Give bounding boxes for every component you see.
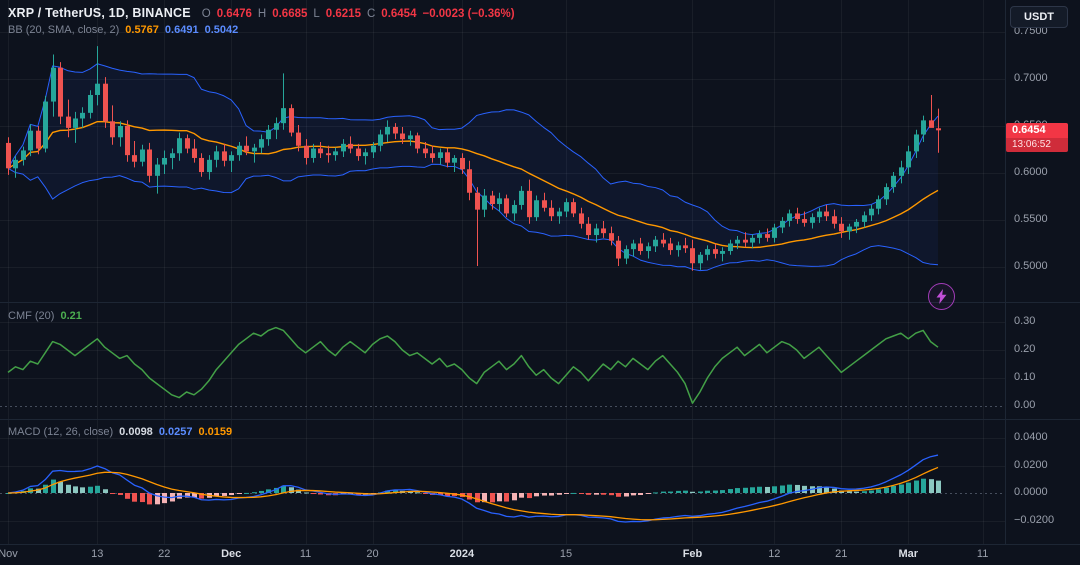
bb-legend: BB (20, SMA, close, 2) 0.5767 0.6491 0.5… xyxy=(8,24,238,36)
price-axis-label: 0.7500 xyxy=(1014,25,1048,37)
cmf-title[interactable]: CMF (20) xyxy=(8,310,55,322)
close-label: C xyxy=(366,8,376,20)
macd-signal-value: 0.0159 xyxy=(198,426,233,438)
cmf-legend: CMF (20) 0.21 xyxy=(8,310,82,322)
macd-hist-value: 0.0098 xyxy=(119,426,153,438)
high-label: H xyxy=(257,8,267,20)
cmf-axis-label: 0.30 xyxy=(1014,315,1036,327)
macd-axis-label: 0.0400 xyxy=(1014,431,1048,443)
time-axis-label: 22 xyxy=(158,548,171,560)
cmf-axis-label: 0.00 xyxy=(1014,399,1036,411)
change-value: −0.0023 (−0.36%) xyxy=(422,8,515,20)
macd-axis-label: 0.0200 xyxy=(1014,458,1048,471)
macd-axis-label: 0.0000 xyxy=(1014,486,1048,498)
last-price-badge: 0.6454 13:06:52 xyxy=(1006,123,1068,152)
time-axis-label: 20 xyxy=(366,548,379,560)
cmf-value: 0.21 xyxy=(60,310,82,322)
bb-lower-value: 0.5042 xyxy=(204,24,239,36)
time-axis-label: Nov xyxy=(0,548,18,560)
lightning-icon xyxy=(936,289,947,304)
open-value: 0.6476 xyxy=(216,8,252,20)
lightning-trade-button[interactable] xyxy=(928,283,955,310)
time-axis-label: Feb xyxy=(682,548,703,560)
close-value: 0.6454 xyxy=(381,8,417,20)
last-price-value: 0.6454 xyxy=(1006,123,1068,138)
time-axis-label: Dec xyxy=(221,548,242,560)
high-value: 0.6685 xyxy=(272,8,308,20)
currency-toggle-button[interactable]: USDT xyxy=(1010,6,1068,28)
time-axis[interactable]: Nov 13 22 Dec 11 20 2024 15 Feb 12 21 Mar 11 xyxy=(0,545,1080,565)
time-axis-label: 15 xyxy=(559,548,573,560)
cmf-axis-label: 0.20 xyxy=(1014,343,1036,355)
price-axis-label: 0.5000 xyxy=(1014,260,1048,272)
price-axis-label: 0.5500 xyxy=(1014,213,1048,225)
cmf-axis-label: 0.10 xyxy=(1014,371,1036,383)
bb-title[interactable]: BB (20, SMA, close, 2) xyxy=(8,24,120,36)
time-axis-label: 12 xyxy=(768,548,781,560)
time-axis-label: Mar xyxy=(898,548,919,560)
time-axis-label: 11 xyxy=(976,548,989,560)
low-label: L xyxy=(313,8,320,20)
low-value: 0.6215 xyxy=(325,8,361,20)
macd-legend: MACD (12, 26, close) 0.0098 0.0257 0.015… xyxy=(8,426,232,438)
macd-line-value: 0.0257 xyxy=(158,426,193,438)
bar-countdown: 13:06:52 xyxy=(1006,138,1068,152)
symbol-legend: XRP / TetherUS, 1D, BINANCE O 0.6476 H 0.6… xyxy=(8,6,515,20)
price-axis-label: 0.7000 xyxy=(1014,72,1048,84)
time-axis-label: 13 xyxy=(91,548,104,560)
price-axis-label: 0.6000 xyxy=(1014,166,1048,178)
bb-upper-value: 0.6491 xyxy=(164,24,199,36)
macd-title[interactable]: MACD (12, 26, close) xyxy=(8,426,114,438)
time-axis-label: 21 xyxy=(835,548,848,560)
symbol-title[interactable]: XRP / TetherUS, 1D, BINANCE xyxy=(8,6,191,20)
macd-axis-label: −0.0200 xyxy=(1014,513,1055,526)
open-label: O xyxy=(201,8,211,20)
time-axis-label: 2024 xyxy=(449,548,475,560)
time-axis-label: 11 xyxy=(299,548,312,560)
bb-basis-value: 0.5767 xyxy=(125,24,159,36)
